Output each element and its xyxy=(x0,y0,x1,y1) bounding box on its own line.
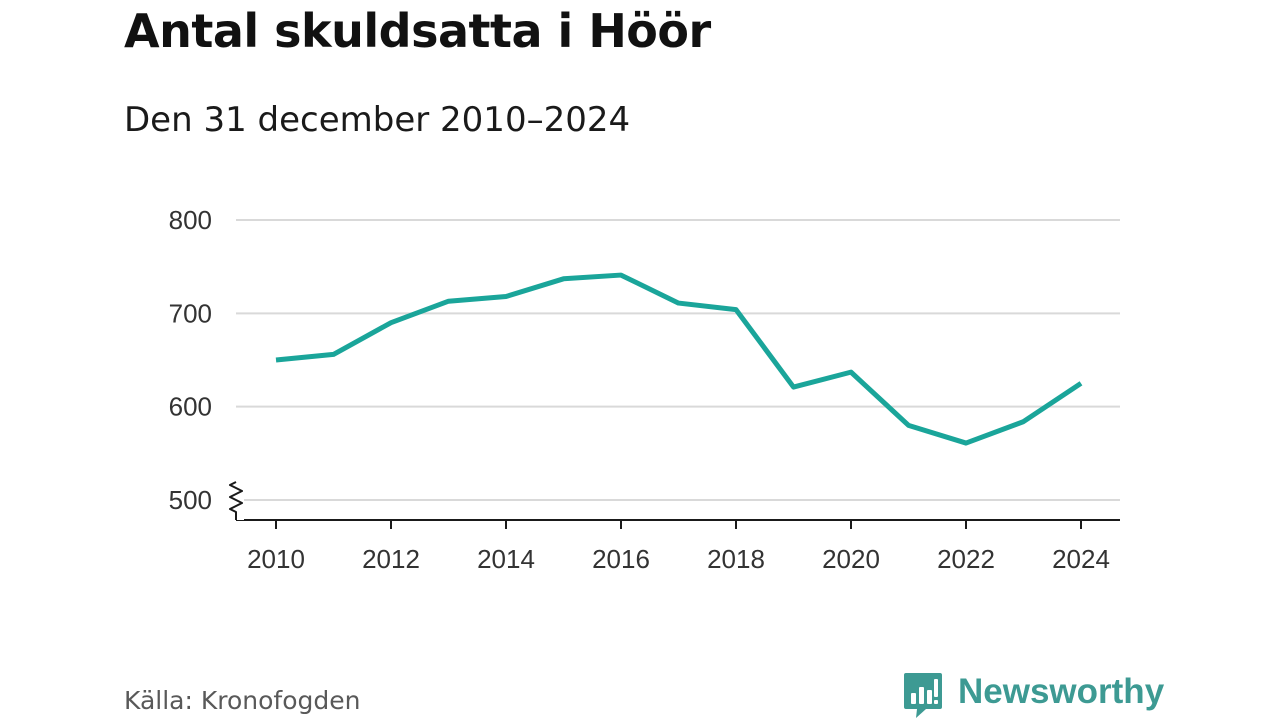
y-axis-labels: 500 600 700 800 xyxy=(169,205,212,515)
newsworthy-logo-icon xyxy=(904,673,942,718)
brand-name: Newsworthy xyxy=(958,672,1165,711)
y-tick-label-600: 600 xyxy=(169,392,212,422)
y-tick-label-800: 800 xyxy=(169,205,212,235)
chart-subtitle: Den 31 december 2010–2024 xyxy=(124,100,631,140)
x-tick-label-2010: 2010 xyxy=(247,544,305,574)
x-tick-label-2020: 2020 xyxy=(822,544,880,574)
x-tick-label-2022: 2022 xyxy=(937,544,995,574)
source-note: Källa: Kronofogden xyxy=(124,686,361,715)
x-tick-label-2014: 2014 xyxy=(477,544,535,574)
x-axis-labels: 2010 2012 2014 2016 2018 2020 2022 2024 xyxy=(247,544,1110,574)
series-layer xyxy=(275,272,1083,446)
gridlines xyxy=(236,219,1120,501)
y-tick-label-500: 500 xyxy=(169,485,212,515)
y-tick-label-700: 700 xyxy=(169,298,212,328)
brand-logo[interactable]: Newsworthy xyxy=(902,670,1164,720)
y-axis-break xyxy=(229,478,244,520)
x-tick-label-2024: 2024 xyxy=(1052,544,1110,574)
axis-break-zigzag xyxy=(229,481,243,520)
x-tick-label-2012: 2012 xyxy=(362,544,420,574)
x-axis xyxy=(236,519,1120,529)
x-tick-label-2018: 2018 xyxy=(707,544,765,574)
series-line-0 xyxy=(275,272,1083,446)
x-tick-label-2016: 2016 xyxy=(592,544,650,574)
line-chart: 500 600 700 800 2010 2012 2014 2016 2018 2020 202… xyxy=(169,205,1120,574)
chart-title: Antal skuldsatta i Höör xyxy=(124,4,711,58)
